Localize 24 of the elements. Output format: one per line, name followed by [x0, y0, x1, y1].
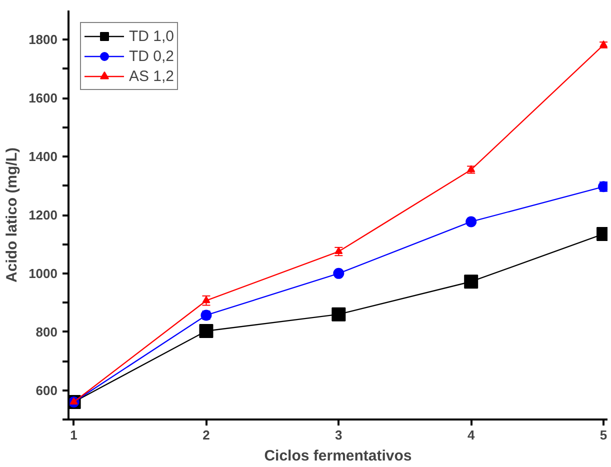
legend-label: TD 1,0	[129, 28, 174, 44]
x-tick-label: 2	[202, 428, 210, 442]
legend-label: AS 1,2	[129, 68, 174, 84]
point	[332, 307, 346, 322]
point	[334, 246, 343, 254]
point	[202, 296, 210, 304]
legend-label: TD 0,2	[129, 48, 174, 64]
y-tick-label: 600	[36, 382, 58, 398]
y-tick-label: 1000	[28, 266, 58, 281]
x-tick-label: 5	[600, 428, 608, 442]
y-tick-label: 1600	[28, 90, 58, 106]
x-tick-label: 3	[335, 428, 342, 442]
x-tick-label: 1	[70, 428, 78, 442]
point	[464, 274, 478, 289]
y-tick-label: 800	[36, 324, 58, 340]
x-tick-label: 4	[467, 428, 476, 442]
point	[333, 268, 344, 279]
point	[199, 324, 214, 338]
point	[466, 216, 477, 228]
y-axis-title: Acido latico (mg/L)	[4, 147, 21, 282]
y-tick-label: 1400	[28, 149, 58, 164]
x-axis-title: Ciclos fermentativos	[264, 448, 412, 464]
y-tick-label: 1200	[28, 208, 58, 222]
y-tick-label: 1800	[28, 32, 58, 48]
